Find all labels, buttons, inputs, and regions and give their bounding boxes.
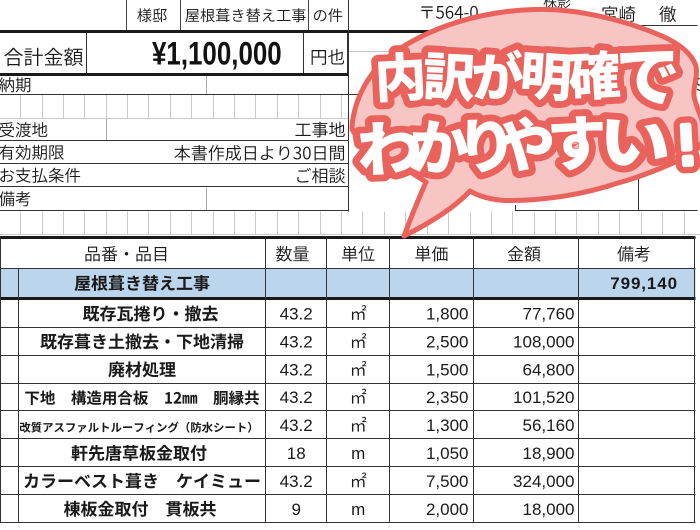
svg-text:43.2: 43.2	[280, 332, 313, 351]
svg-text:43.2: 43.2	[280, 360, 313, 379]
svg-text:2,350: 2,350	[426, 388, 469, 407]
svg-text:77,760: 77,760	[523, 304, 575, 323]
svg-text:799,140: 799,140	[610, 274, 678, 293]
svg-text:43.2: 43.2	[280, 416, 313, 435]
svg-text:1,050: 1,050	[426, 444, 469, 463]
svg-text:56,160: 56,160	[523, 416, 575, 435]
svg-text:2,000: 2,000	[426, 500, 469, 519]
svg-text:7,500: 7,500	[426, 472, 469, 491]
svg-text:¥1,100,000: ¥1,100,000	[152, 37, 282, 72]
svg-text:18,900: 18,900	[523, 444, 575, 463]
svg-text:43.2: 43.2	[280, 388, 313, 407]
svg-text:101,520: 101,520	[513, 388, 574, 407]
svg-text:324,000: 324,000	[513, 472, 574, 491]
svg-text:2,500: 2,500	[426, 332, 469, 351]
svg-text:m: m	[351, 444, 365, 463]
svg-text:64,800: 64,800	[523, 360, 575, 379]
svg-text:43.2: 43.2	[280, 304, 313, 323]
svg-text:1,500: 1,500	[426, 360, 469, 379]
svg-text:108,000: 108,000	[513, 332, 574, 351]
svg-text:43.2: 43.2	[280, 472, 313, 491]
svg-text:m: m	[351, 500, 365, 519]
svg-text:18,000: 18,000	[523, 500, 575, 519]
svg-text:9: 9	[291, 500, 300, 519]
svg-text:1,300: 1,300	[426, 416, 469, 435]
svg-text:1,800: 1,800	[426, 304, 469, 323]
svg-text:18: 18	[287, 444, 306, 463]
